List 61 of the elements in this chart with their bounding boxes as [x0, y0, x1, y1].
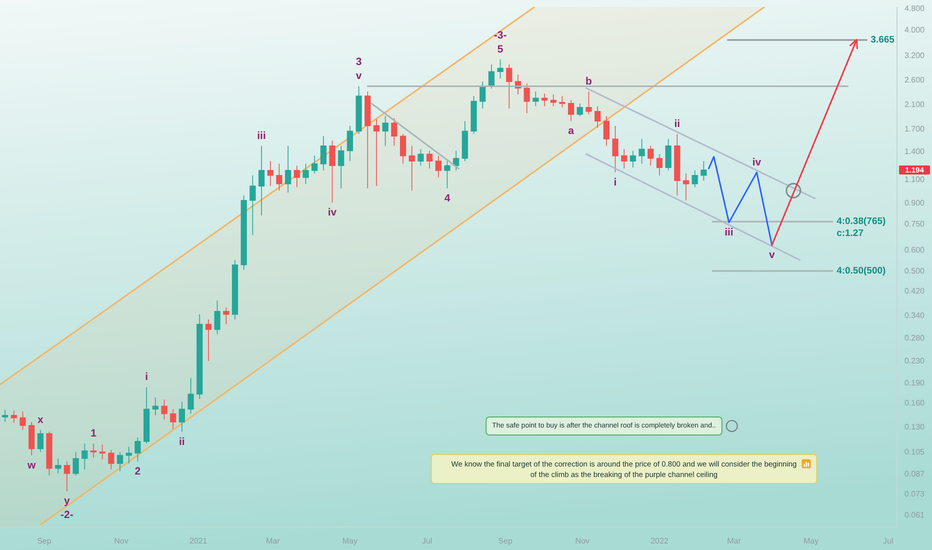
- annotation: v: [769, 249, 776, 262]
- annotation: iv: [752, 156, 762, 168]
- x-tick-label: Sep: [37, 536, 52, 546]
- annotation: 4: [444, 192, 450, 204]
- y-tick-label: 4.000: [904, 25, 926, 34]
- annotation: b: [586, 76, 592, 88]
- x-tick-label: Mar: [727, 536, 742, 546]
- y-tick-label: 0.190: [904, 378, 926, 388]
- x-tick-label: May: [342, 536, 358, 546]
- x-tick-label: Nov: [114, 536, 128, 546]
- y-tick-label: 0.230: [904, 356, 926, 366]
- annotation: 2: [134, 465, 141, 478]
- annotation: 3: [356, 56, 362, 68]
- y-tick-label: 1.700: [904, 124, 926, 134]
- annotation: v: [356, 70, 362, 82]
- annotation: -3-: [494, 29, 508, 42]
- y-tick-label: 0.900: [904, 198, 926, 208]
- y-tick-label: 1.400: [904, 147, 926, 156]
- x-tick-label: Jul: [422, 536, 432, 546]
- y-tick-label: 0.600: [904, 245, 926, 254]
- x-tick-label: Jul: [883, 536, 894, 546]
- annotation: y: [64, 495, 70, 508]
- annotation: iv: [328, 206, 337, 218]
- annotation: 5: [497, 43, 504, 56]
- annotation: 1: [90, 427, 97, 440]
- y-tick-label: 0.340: [904, 311, 926, 320]
- x-tick-label: May: [804, 536, 819, 546]
- y-tick-label: 0.073: [904, 490, 926, 499]
- y-tick-label: 2.100: [904, 100, 926, 110]
- annotation: i: [145, 370, 148, 383]
- x-tick-label: Sep: [498, 536, 514, 546]
- y-tick-label: 1.100: [904, 175, 926, 184]
- y-tick-label: 0.160: [904, 398, 926, 408]
- y-tick-label: 0.280: [904, 334, 926, 343]
- annotation: ii: [674, 118, 680, 130]
- annotation: i: [614, 176, 617, 188]
- y-tick-label: 0.750: [904, 219, 926, 228]
- annotation: 3.665: [870, 34, 896, 46]
- annotation: iii: [724, 226, 734, 238]
- y-tick-label: 4.800: [904, 4, 926, 14]
- y-tick-label: 0.105: [904, 448, 926, 457]
- x-tick-label: 2021: [189, 536, 208, 546]
- y-tick-label: 0.420: [904, 286, 926, 296]
- annotation: 4:0.50(500): [836, 266, 886, 276]
- annotation: -2-: [60, 509, 74, 522]
- annotation: c:1.27: [836, 228, 864, 240]
- annotation: w: [26, 459, 36, 472]
- y-tick-label: 0.500: [904, 266, 926, 276]
- annotation: a: [568, 125, 574, 138]
- annotation: iii: [257, 130, 266, 142]
- y-tick-label: 0.130: [904, 422, 926, 432]
- x-tick-label: 2022: [650, 536, 669, 546]
- y-tick-label: 0.087: [904, 469, 926, 478]
- annotation: ii: [179, 436, 185, 448]
- y-tick-label: 0.061: [904, 510, 926, 520]
- x-tick-label: Nov: [575, 536, 590, 546]
- annotation: 4:0.38(765): [836, 216, 886, 228]
- y-tick-label: 2.600: [904, 75, 926, 84]
- annotation: x: [38, 414, 44, 426]
- x-tick-label: Mar: [266, 536, 280, 546]
- y-tick-label: 3.200: [904, 51, 926, 60]
